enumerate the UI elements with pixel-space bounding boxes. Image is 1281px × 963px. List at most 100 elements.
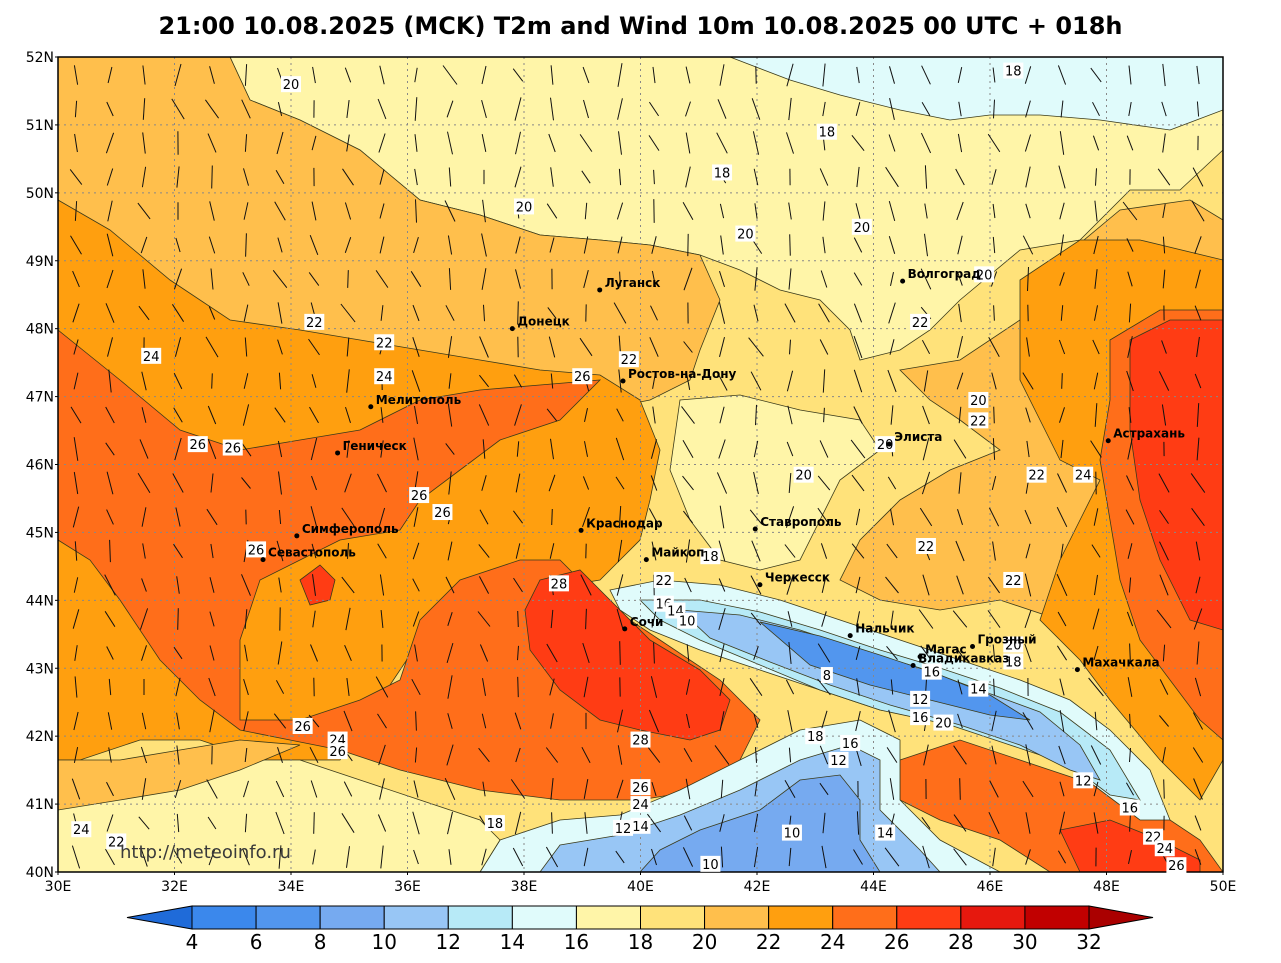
wind-vector (957, 133, 963, 153)
wind-vector (786, 63, 794, 87)
wind-vector (920, 645, 932, 661)
wind-vector (788, 847, 792, 867)
contour-label: 16 (923, 666, 940, 681)
wind-vector (856, 678, 860, 696)
lat-tick-label: 40N (26, 865, 54, 881)
wind-vector (853, 406, 863, 424)
wind-vector (312, 574, 316, 596)
wind-vector (718, 540, 726, 562)
wind-vector (412, 611, 420, 627)
wind-vector (550, 609, 554, 629)
wind-vector (1092, 339, 1100, 355)
wind-vector (312, 610, 316, 628)
contour-label: 20 (970, 394, 987, 409)
wind-vector (886, 747, 898, 763)
wind-vector (241, 477, 251, 489)
wind-vector (379, 778, 385, 800)
wind-vector (615, 437, 625, 461)
wind-vector (953, 439, 967, 459)
colorbar-tick-label: 6 (250, 930, 263, 954)
wind-vector (447, 336, 453, 358)
wind-vector (343, 710, 353, 732)
wind-vector (1025, 166, 1031, 188)
wind-vector (479, 336, 489, 358)
contour-label-bg (1073, 466, 1094, 483)
wind-vector (1162, 644, 1166, 662)
wind-vector (73, 339, 79, 355)
colorbar-high-arrow (1088, 905, 1154, 930)
wind-vector (105, 132, 115, 154)
wind-vector (341, 507, 355, 527)
wind-vector (174, 63, 182, 87)
contour-label: 18 (807, 730, 824, 745)
wind-vector (176, 813, 180, 833)
wind-vector (481, 99, 487, 119)
wind-vector (106, 781, 114, 797)
wind-vector (311, 543, 317, 559)
wind-vector (886, 645, 898, 661)
wind-vector (172, 473, 184, 493)
wind-vector (70, 406, 82, 424)
colorbar-low-arrow (126, 905, 193, 930)
wind-vector (1125, 782, 1135, 796)
wind-vector (923, 744, 929, 766)
wind-vector (107, 712, 113, 730)
wind-vector (718, 439, 726, 459)
wind-vector (345, 406, 351, 424)
wind-vector (956, 575, 964, 595)
contour-label: 22 (656, 574, 673, 589)
wind-vector (617, 539, 623, 563)
contour-label-bg (910, 709, 931, 726)
wind-vector (137, 472, 151, 494)
wind-vector (652, 373, 656, 389)
wind-vector (414, 168, 418, 186)
wind-vector (851, 134, 865, 152)
wind-vector (481, 848, 487, 866)
wind-vector (549, 237, 555, 253)
wind-vector (481, 134, 487, 152)
wind-vector (73, 471, 79, 495)
wind-vector (1159, 715, 1169, 727)
wind-vector (716, 472, 728, 494)
wind-vector (477, 611, 491, 627)
wind-vector (512, 510, 524, 524)
wind-vector (277, 101, 283, 117)
contour-label: 10 (702, 858, 719, 873)
wind-vector (410, 271, 422, 287)
wind-vector (311, 201, 317, 221)
wind-vector (1060, 100, 1064, 118)
wind-vector (1194, 849, 1202, 865)
wind-vector (993, 678, 995, 696)
city-dot (643, 557, 649, 563)
wind-vector (478, 544, 490, 558)
wind-vector (890, 405, 894, 425)
wind-vector (343, 781, 353, 797)
wind-vector (683, 510, 693, 524)
wind-vector (447, 811, 453, 835)
wind-vector (311, 135, 317, 151)
wind-vector (1024, 134, 1032, 152)
wind-vector (820, 270, 828, 288)
wind-vector (210, 473, 214, 493)
wind-vector (1025, 203, 1031, 219)
wind-vector (207, 816, 217, 830)
contour-label: 22 (376, 336, 393, 351)
city-dot (886, 441, 892, 447)
wind-vector (1159, 574, 1169, 596)
contour-label: 20 (737, 228, 754, 243)
wind-vector (1159, 679, 1169, 695)
wind-vector (141, 166, 147, 188)
wind-vector (550, 713, 554, 729)
wind-vector (379, 236, 385, 254)
wind-vector (1127, 677, 1133, 697)
lat-tick-label: 47N (26, 390, 54, 406)
wind-vector (309, 406, 319, 424)
wind-vector (109, 539, 111, 563)
wind-vector (819, 782, 829, 796)
wind-vector (141, 507, 147, 527)
wind-vector (885, 166, 899, 188)
city-label: Севастополь (268, 546, 356, 560)
wind-vector (890, 679, 894, 695)
lat-tick-label: 48N (26, 322, 54, 338)
contour-label: 8 (823, 669, 831, 684)
